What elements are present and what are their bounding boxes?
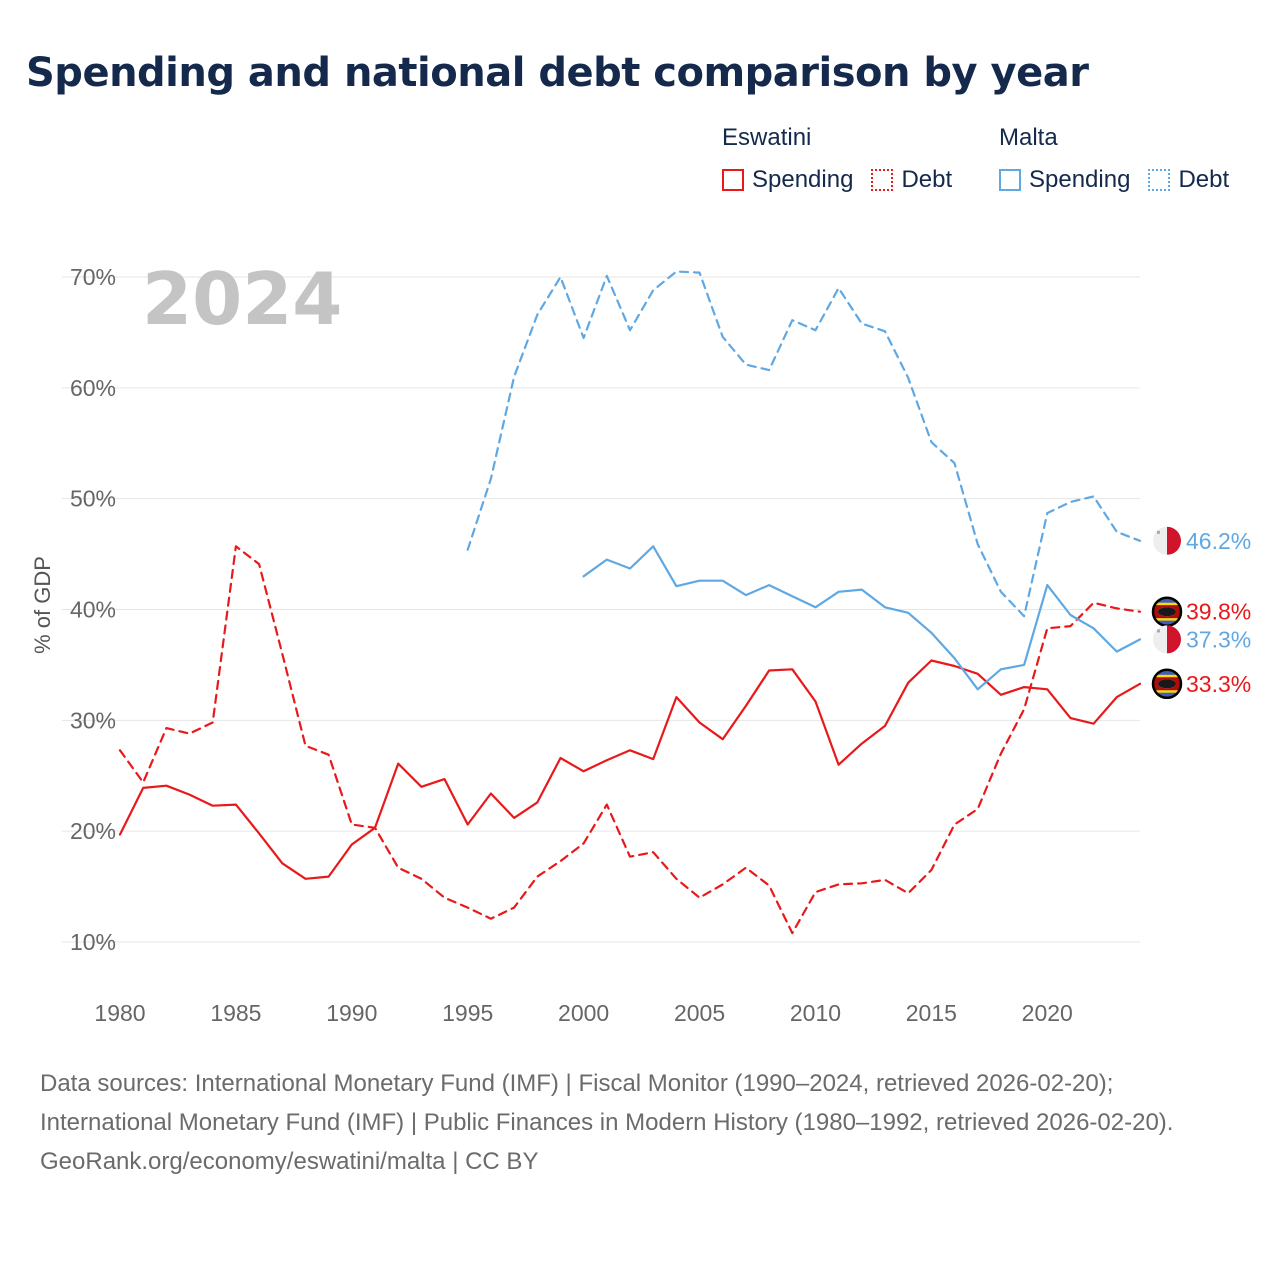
legend-eswatini-country: Eswatini (722, 124, 812, 151)
data-sources: Data sources: International Monetary Fun… (40, 1064, 1240, 1181)
end-value-label: 37.3% (1186, 626, 1251, 652)
legend-malta-debt[interactable]: Debt (1148, 166, 1229, 194)
sources-link[interactable]: GeoRank.org/economy/eswatini/malta | CC … (40, 1148, 539, 1175)
series-line-eswatini-debt[interactable] (118, 545, 1142, 935)
y-axis-label: % of GDP (30, 556, 55, 654)
y-tick-label: 40% (70, 597, 116, 623)
malta-flag-icon (1153, 625, 1181, 654)
legend-label: Debt (1178, 166, 1230, 193)
legend-malta-spending[interactable]: Spending (999, 166, 1130, 194)
x-tick-label: 2010 (790, 1000, 841, 1026)
solid-line-swatch-icon (999, 169, 1021, 191)
series-line-malta-spending[interactable] (582, 545, 1142, 691)
x-tick-label: 1985 (210, 1000, 261, 1026)
y-tick-label: 10% (70, 929, 116, 955)
x-tick-label: 2020 (1022, 1000, 1073, 1026)
y-tick-label: 70% (70, 264, 116, 290)
series-line-eswatini-spending[interactable] (118, 659, 1142, 880)
legend-malta: Malta Spending Debt (999, 124, 1247, 194)
y-tick-label: 30% (70, 707, 116, 733)
series-line-malta-debt[interactable] (466, 270, 1142, 618)
y-tick-label: 60% (70, 375, 116, 401)
y-tick-label: 50% (70, 486, 116, 512)
y-tick-label: 20% (70, 818, 116, 844)
dotted-line-swatch-icon (1148, 169, 1171, 191)
legend-eswatini: Eswatini Spending Debt (722, 124, 970, 194)
dotted-line-swatch-icon (871, 169, 894, 191)
end-value-label: 33.3% (1186, 671, 1251, 697)
x-tick-label: 2000 (558, 1000, 609, 1026)
legend-malta-country: Malta (999, 124, 1058, 151)
x-tick-label: 1995 (442, 1000, 493, 1026)
legend-eswatini-spending[interactable]: Spending (722, 166, 853, 194)
solid-line-swatch-icon (722, 169, 744, 191)
malta-flag-icon (1153, 526, 1181, 555)
legend-label: Spending (752, 166, 854, 193)
legend-label: Debt (901, 166, 953, 193)
legend-eswatini-debt[interactable]: Debt (871, 166, 952, 194)
x-tick-label: 2015 (906, 1000, 957, 1026)
x-tick-label: 2005 (674, 1000, 725, 1026)
year-watermark: 2024 (142, 257, 342, 341)
chart-title: Spending and national debt comparison by… (26, 50, 1089, 96)
line-chart: 2024 10% 20% 30% 40% 50% 60% 70% 1980 1985 1990 1… (30, 257, 1251, 1026)
x-tick-label: 1980 (94, 1000, 145, 1026)
end-value-label: 39.8% (1186, 599, 1251, 625)
eswatini-flag-icon (1151, 668, 1183, 700)
x-tick-label: 1990 (326, 1000, 377, 1026)
legend-label: Spending (1029, 166, 1131, 193)
sources-text: Data sources: International Monetary Fun… (40, 1070, 1174, 1136)
end-value-label: 46.2% (1186, 528, 1251, 554)
eswatini-flag-icon (1151, 596, 1183, 627)
